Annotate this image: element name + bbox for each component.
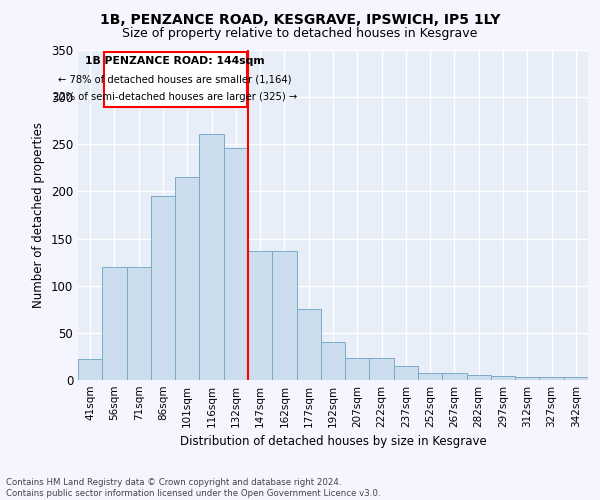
Bar xyxy=(175,178,199,380)
Bar xyxy=(539,377,564,380)
Bar xyxy=(370,358,394,380)
Bar xyxy=(248,251,272,380)
Bar xyxy=(467,376,491,380)
Bar xyxy=(564,377,588,380)
Bar xyxy=(102,267,127,380)
Bar xyxy=(418,374,442,380)
Bar xyxy=(199,134,224,380)
Text: 1B PENZANCE ROAD: 144sqm: 1B PENZANCE ROAD: 144sqm xyxy=(85,56,265,66)
Bar xyxy=(345,358,370,380)
Text: Contains HM Land Registry data © Crown copyright and database right 2024.
Contai: Contains HM Land Registry data © Crown c… xyxy=(6,478,380,498)
Y-axis label: Number of detached properties: Number of detached properties xyxy=(32,122,46,308)
Bar xyxy=(491,376,515,380)
Bar xyxy=(296,310,321,380)
FancyBboxPatch shape xyxy=(104,52,247,106)
Bar xyxy=(272,251,296,380)
Text: 22% of semi-detached houses are larger (325) →: 22% of semi-detached houses are larger (… xyxy=(53,92,297,102)
X-axis label: Distribution of detached houses by size in Kesgrave: Distribution of detached houses by size … xyxy=(179,436,487,448)
Bar xyxy=(394,366,418,380)
Bar xyxy=(515,377,539,380)
Bar xyxy=(442,374,467,380)
Text: Size of property relative to detached houses in Kesgrave: Size of property relative to detached ho… xyxy=(122,28,478,40)
Text: 1B, PENZANCE ROAD, KESGRAVE, IPSWICH, IP5 1LY: 1B, PENZANCE ROAD, KESGRAVE, IPSWICH, IP… xyxy=(100,12,500,26)
Bar xyxy=(78,360,102,380)
Bar xyxy=(127,267,151,380)
Bar xyxy=(224,148,248,380)
Text: ← 78% of detached houses are smaller (1,164): ← 78% of detached houses are smaller (1,… xyxy=(58,74,292,84)
Bar xyxy=(151,196,175,380)
Bar xyxy=(321,342,345,380)
